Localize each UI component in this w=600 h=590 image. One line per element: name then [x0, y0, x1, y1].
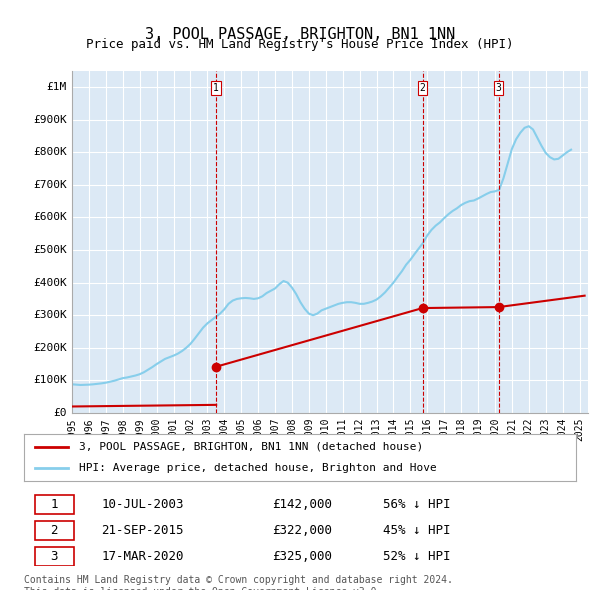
- Text: £1M: £1M: [47, 82, 67, 92]
- Text: £600K: £600K: [33, 212, 67, 222]
- Text: £100K: £100K: [33, 375, 67, 385]
- Text: 17-MAR-2020: 17-MAR-2020: [101, 550, 184, 563]
- Text: £142,000: £142,000: [272, 498, 332, 511]
- Text: 52% ↓ HPI: 52% ↓ HPI: [383, 550, 450, 563]
- Text: 3: 3: [50, 550, 58, 563]
- Text: 3: 3: [496, 83, 502, 93]
- Text: £322,000: £322,000: [272, 524, 332, 537]
- Text: 10-JUL-2003: 10-JUL-2003: [101, 498, 184, 511]
- Text: £900K: £900K: [33, 114, 67, 124]
- Text: 2: 2: [50, 524, 58, 537]
- Text: 21-SEP-2015: 21-SEP-2015: [101, 524, 184, 537]
- FancyBboxPatch shape: [35, 521, 74, 540]
- Text: 2: 2: [419, 83, 425, 93]
- FancyBboxPatch shape: [35, 494, 74, 514]
- Text: 45% ↓ HPI: 45% ↓ HPI: [383, 524, 450, 537]
- Text: £200K: £200K: [33, 343, 67, 353]
- Text: HPI: Average price, detached house, Brighton and Hove: HPI: Average price, detached house, Brig…: [79, 463, 437, 473]
- Text: £300K: £300K: [33, 310, 67, 320]
- Text: £0: £0: [53, 408, 67, 418]
- Text: £325,000: £325,000: [272, 550, 332, 563]
- FancyBboxPatch shape: [35, 548, 74, 566]
- Text: 56% ↓ HPI: 56% ↓ HPI: [383, 498, 450, 511]
- Text: 1: 1: [50, 498, 58, 511]
- Text: £400K: £400K: [33, 278, 67, 288]
- Text: £800K: £800K: [33, 148, 67, 158]
- Text: £700K: £700K: [33, 180, 67, 190]
- Text: Contains HM Land Registry data © Crown copyright and database right 2024.
This d: Contains HM Land Registry data © Crown c…: [24, 575, 453, 590]
- Text: Price paid vs. HM Land Registry's House Price Index (HPI): Price paid vs. HM Land Registry's House …: [86, 38, 514, 51]
- Text: 3, POOL PASSAGE, BRIGHTON, BN1 1NN: 3, POOL PASSAGE, BRIGHTON, BN1 1NN: [145, 27, 455, 41]
- Text: 1: 1: [213, 83, 219, 93]
- Text: £500K: £500K: [33, 245, 67, 255]
- Text: 3, POOL PASSAGE, BRIGHTON, BN1 1NN (detached house): 3, POOL PASSAGE, BRIGHTON, BN1 1NN (deta…: [79, 442, 424, 452]
